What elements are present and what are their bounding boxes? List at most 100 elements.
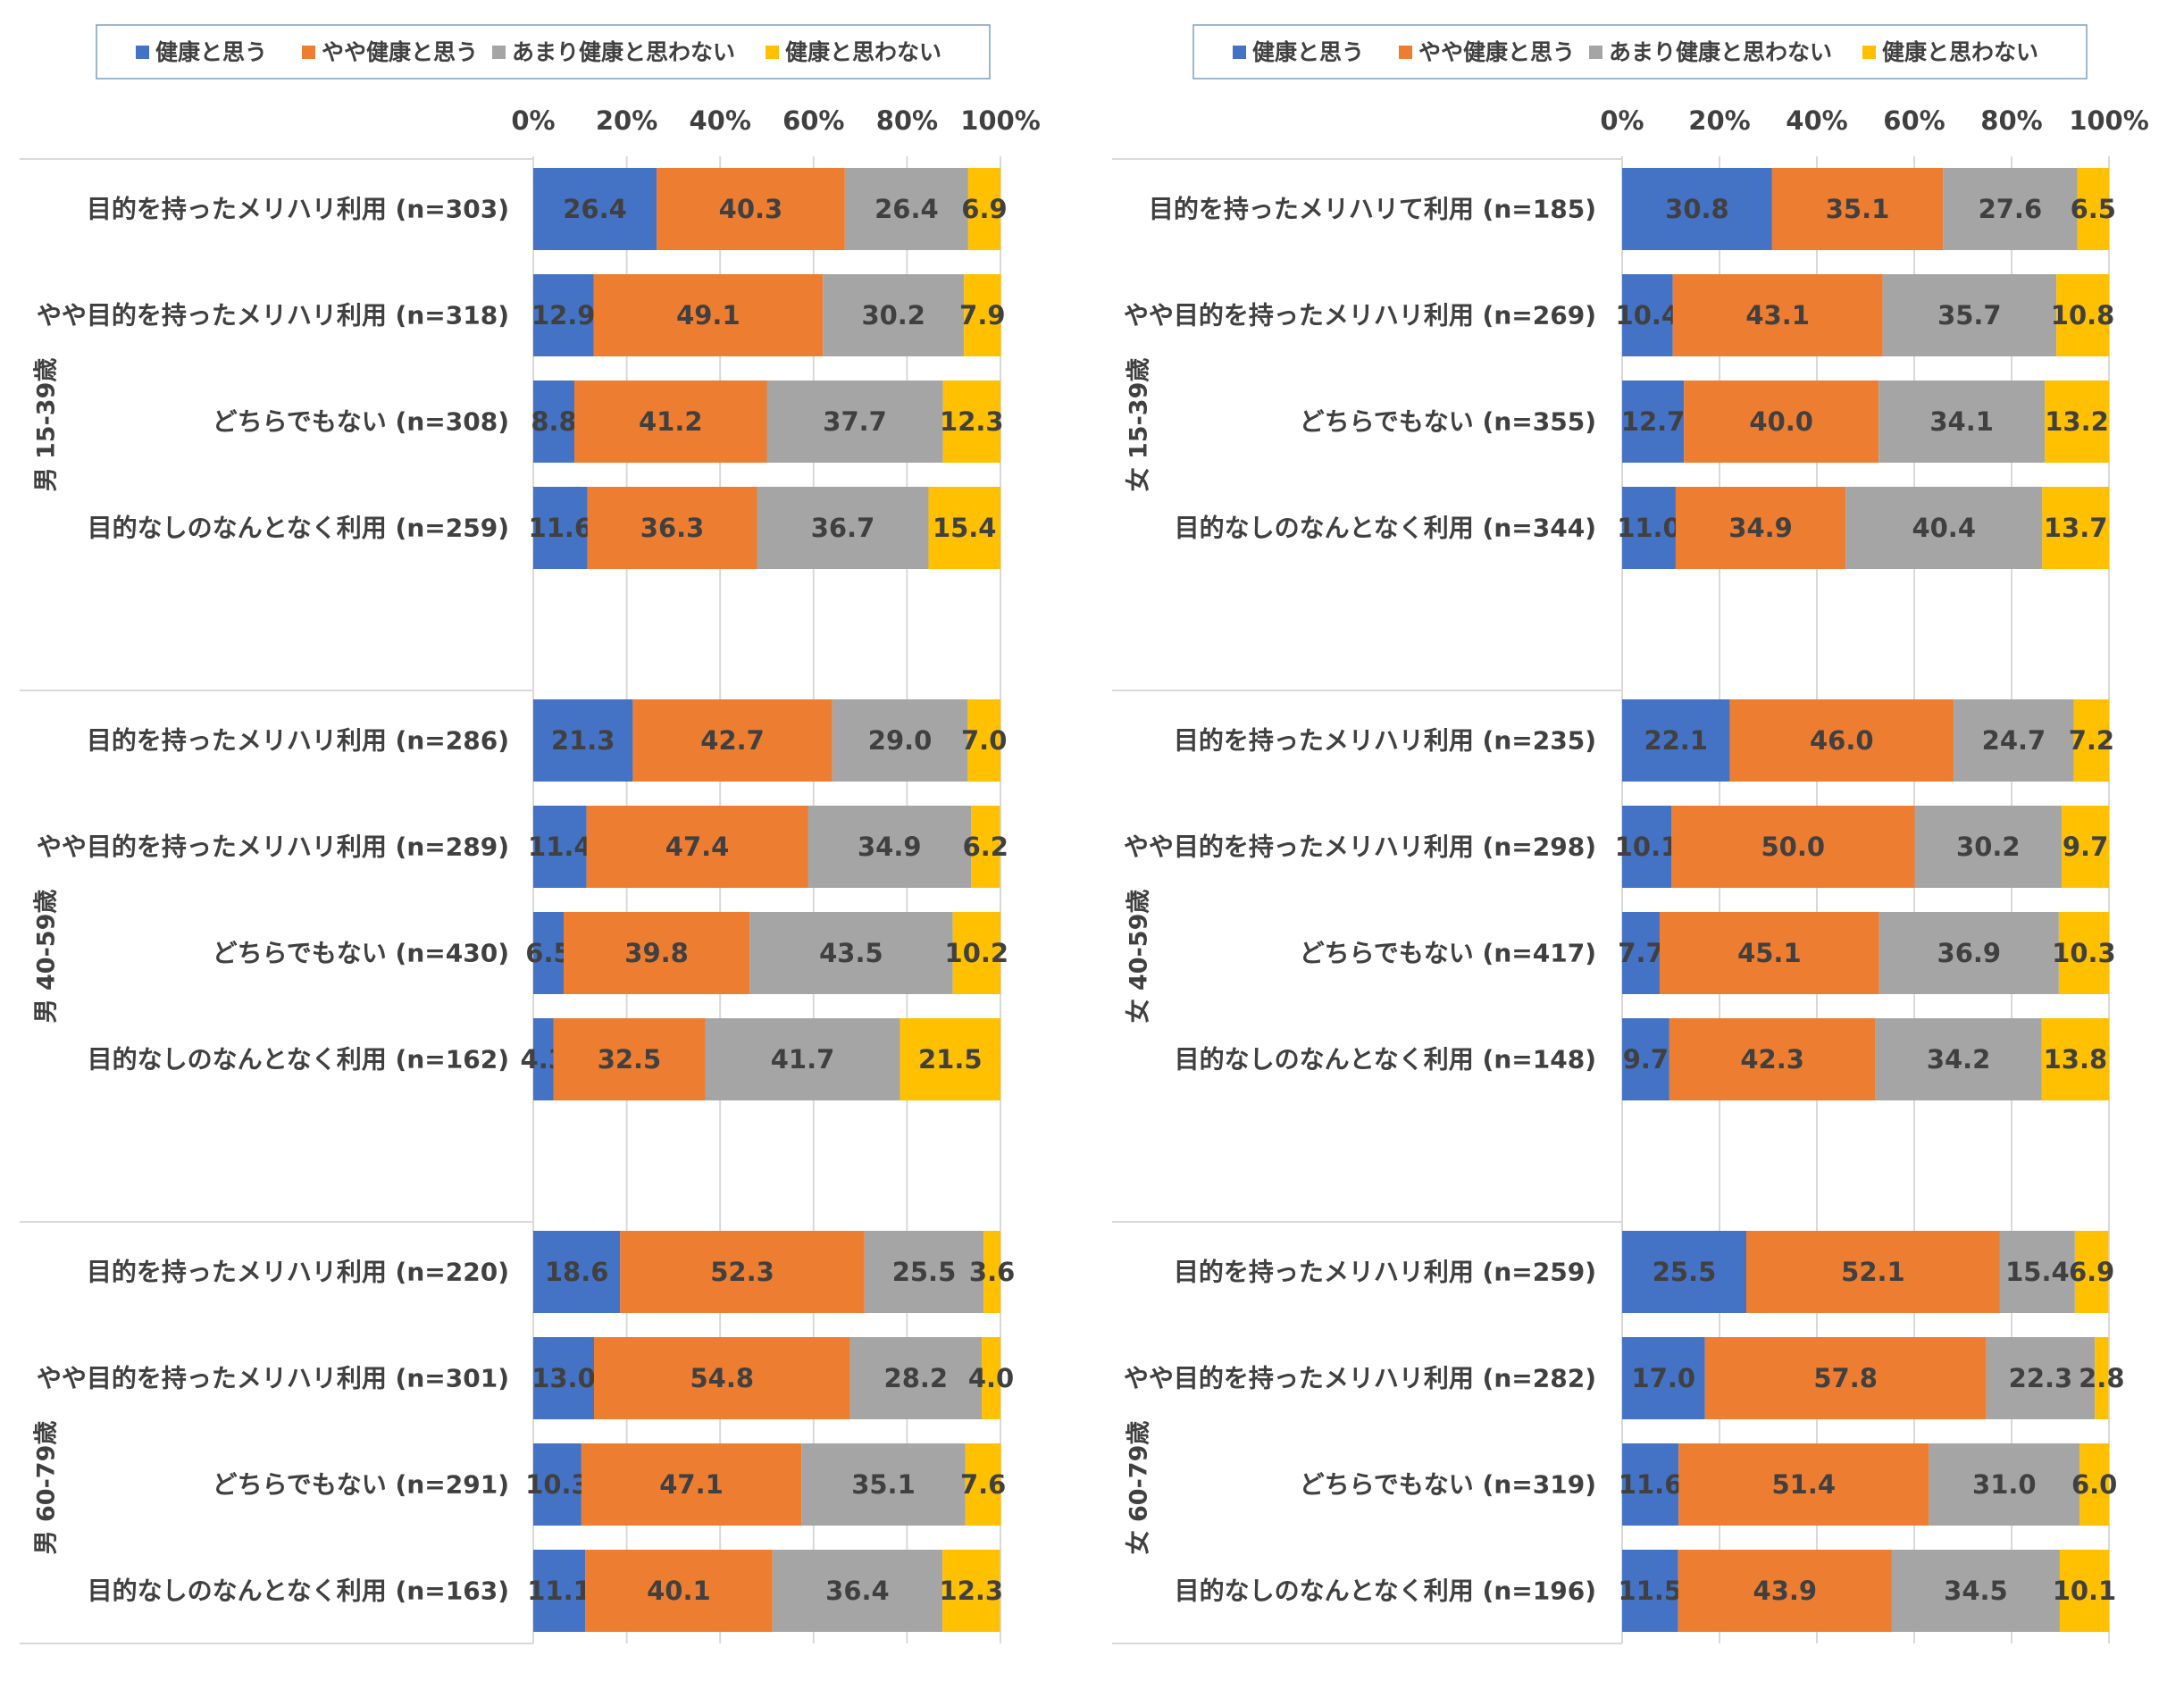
bar-segment — [2056, 274, 2109, 356]
bar-segment — [807, 806, 972, 888]
data-label: 25.5 — [892, 1257, 957, 1287]
bar-segment — [772, 1550, 943, 1632]
bar-segment — [2041, 1018, 2109, 1100]
bar-segment — [801, 1443, 966, 1526]
data-label: 26.4 — [874, 194, 939, 224]
data-label: 40.0 — [1749, 406, 1813, 437]
row-label: 目的なしのなんとなく利用 (n=148) — [1175, 1045, 1596, 1075]
data-label: 24.7 — [1982, 725, 2046, 756]
bar-segment — [965, 1443, 1001, 1526]
legend-label: 健康と思う — [155, 39, 267, 65]
bar-segment — [1622, 912, 1660, 994]
legend-frame — [1192, 24, 2088, 79]
row-label: やや目的を持ったメリハリ利用 (n=282) — [1124, 1364, 1596, 1393]
data-label: 42.3 — [1740, 1044, 1804, 1075]
axis-tick-label: 20% — [1688, 105, 1750, 136]
bar-segment — [533, 381, 575, 463]
data-label: 30.2 — [1956, 832, 2021, 862]
legend-label: 健康と思わない — [785, 39, 941, 65]
data-label: 18.6 — [545, 1257, 609, 1287]
bar-segment — [553, 1018, 706, 1100]
data-label: 17.0 — [1632, 1363, 1696, 1393]
legend-swatch — [492, 46, 506, 59]
bar-segment — [823, 274, 965, 356]
legend-label: やや健康と思う — [322, 39, 478, 65]
bar-segment — [2045, 381, 2109, 463]
group-label: 女 40-59歳 — [1125, 890, 1153, 1024]
bar-segment — [1845, 487, 2043, 569]
bar-segment — [1622, 1443, 1679, 1526]
axis-tick-label: 40% — [689, 105, 750, 136]
data-label: 11.0 — [1617, 513, 1681, 543]
data-label: 29.0 — [868, 725, 933, 756]
bar-segment — [1929, 1443, 2080, 1526]
axis-tick-label: 20% — [596, 105, 657, 136]
bar-segment — [982, 1337, 1000, 1419]
row-label: どちらでもない (n=319) — [1300, 1470, 1596, 1500]
row-label: どちらでもない (n=355) — [1300, 407, 1596, 437]
row-label: やや目的を持ったメリハリ利用 (n=269) — [1124, 301, 1596, 330]
data-label: 10.2 — [945, 938, 1009, 968]
data-label: 21.5 — [918, 1044, 983, 1075]
bar-segment — [1669, 1018, 1876, 1100]
row-label: 目的なしのなんとなく利用 (n=259) — [88, 514, 509, 543]
legend-swatch — [1589, 46, 1602, 59]
data-label: 10.4 — [1616, 300, 1680, 330]
row-label: やや目的を持ったメリハリ利用 (n=318) — [37, 301, 509, 330]
legend-frame — [96, 24, 991, 79]
bar-segment — [1879, 912, 2059, 994]
bar-segment — [533, 699, 633, 782]
data-label: 25.5 — [1653, 1257, 1717, 1287]
bar-segment — [585, 1550, 773, 1632]
legend-label: あまり健康と思わない — [512, 39, 735, 65]
legend-label: 健康と思わない — [1882, 39, 2038, 65]
bar-segment — [657, 168, 845, 250]
data-label: 9.7 — [1623, 1044, 1669, 1075]
data-label: 47.4 — [665, 832, 730, 862]
legend-swatch — [1233, 46, 1246, 59]
data-label: 21.3 — [551, 725, 615, 756]
data-label: 27.6 — [1979, 194, 2043, 224]
data-label: 30.8 — [1665, 194, 1729, 224]
bar-segment — [533, 168, 657, 250]
bar-segment — [2074, 1231, 2109, 1313]
legend-swatch — [1862, 46, 1876, 59]
row-label: 目的を持ったメリハリて利用 (n=185) — [1149, 195, 1596, 224]
data-label: 39.8 — [624, 938, 689, 968]
data-label: 7.2 — [2069, 725, 2114, 756]
row-label: 目的なしのなんとなく利用 (n=162) — [88, 1045, 509, 1075]
data-label: 12.3 — [940, 1576, 1004, 1606]
data-label: 36.9 — [1937, 938, 2002, 968]
row-label: 目的なしのなんとなく利用 (n=163) — [88, 1576, 509, 1606]
bar-segment — [533, 1231, 621, 1313]
bar-segment — [2042, 487, 2109, 569]
data-label: 32.5 — [598, 1044, 662, 1075]
bar-segment — [1879, 381, 2046, 463]
row-label: 目的なしのなんとなく利用 (n=344) — [1175, 514, 1596, 543]
data-label: 8.8 — [531, 406, 576, 437]
data-label: 6.9 — [961, 194, 1007, 224]
data-label: 10.1 — [2053, 1576, 2117, 1606]
bar-segment — [1678, 1550, 1892, 1632]
bar-segment — [2059, 1550, 2109, 1632]
data-label: 45.1 — [1737, 938, 1802, 968]
data-label: 11.5 — [1619, 1576, 1683, 1606]
data-label: 54.8 — [690, 1363, 755, 1393]
bar-segment — [533, 1337, 594, 1419]
data-label: 40.3 — [719, 194, 783, 224]
bar-segment — [1999, 1231, 2075, 1313]
axis-tick-label: 100% — [960, 105, 1041, 136]
data-label: 36.7 — [811, 513, 875, 543]
data-label: 26.4 — [563, 194, 627, 224]
group-label: 男 15-39歳 — [33, 358, 61, 492]
legend: 健康と思う やや健康と思う あまり健康と思わない 健康と思わない — [96, 24, 991, 79]
bar-segment — [849, 1337, 983, 1419]
bar-segment — [593, 274, 824, 356]
legend-swatch — [1399, 46, 1412, 59]
bar-segment — [757, 487, 929, 569]
bar-segment — [620, 1231, 865, 1313]
data-label: 34.5 — [1944, 1576, 2008, 1606]
data-label: 6.2 — [963, 832, 1008, 862]
bar-segment — [1671, 806, 1915, 888]
data-label: 11.1 — [527, 1576, 591, 1606]
